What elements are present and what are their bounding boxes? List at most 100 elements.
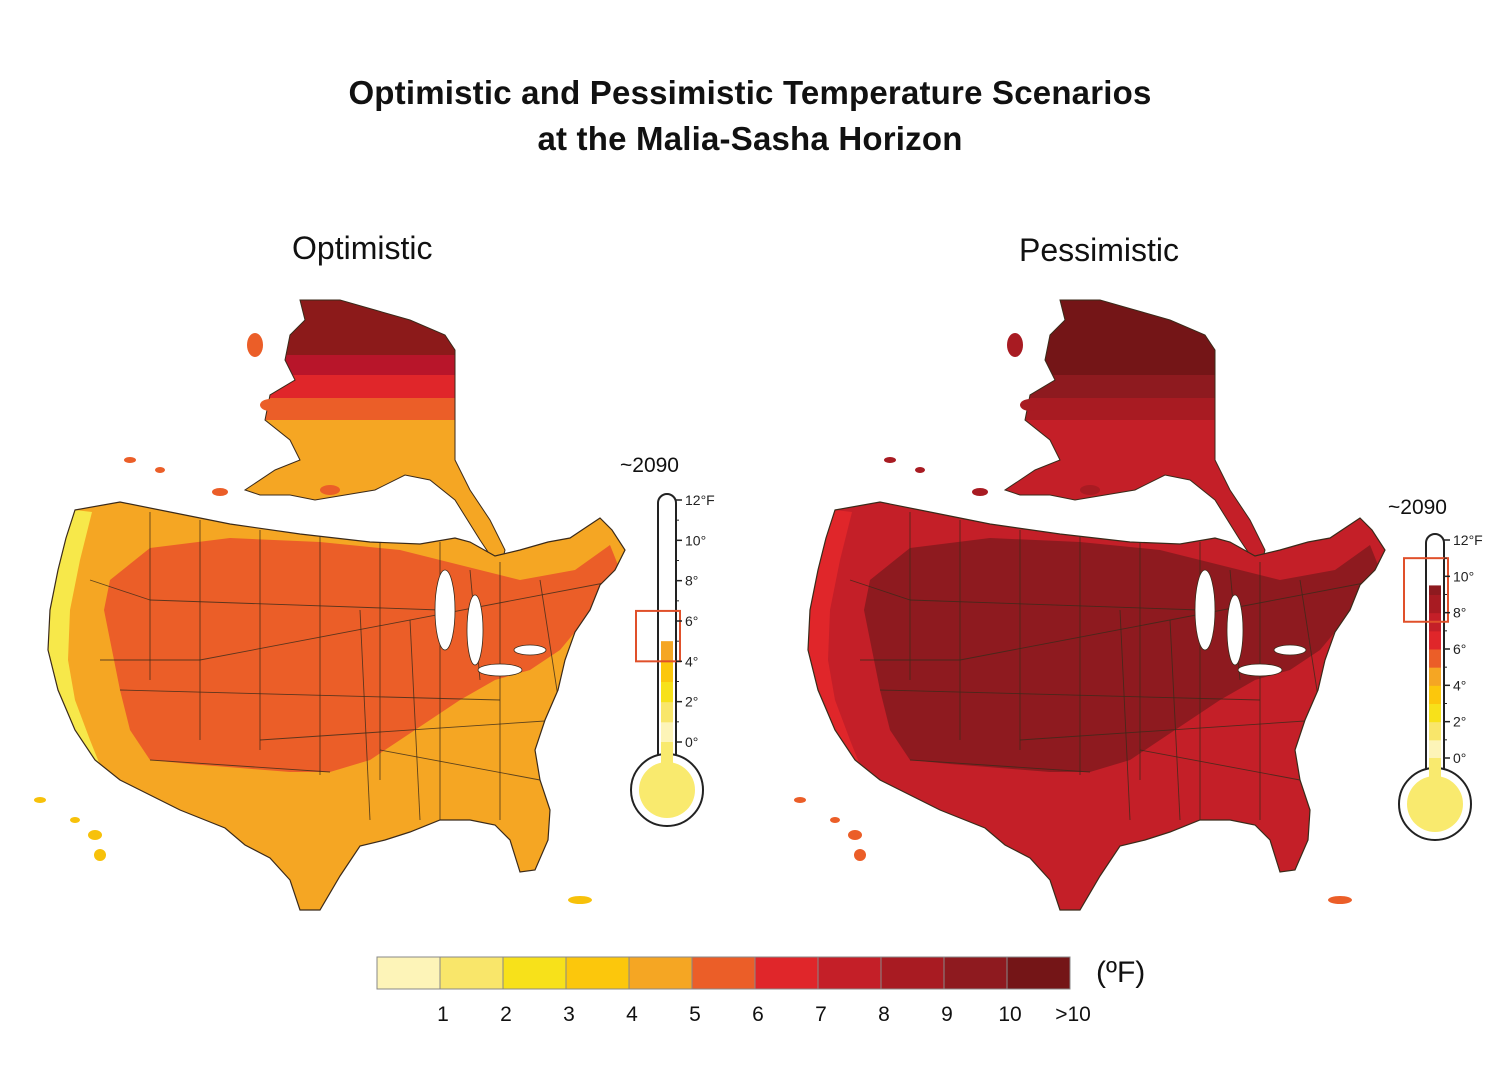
alaska-island — [884, 457, 896, 463]
alaska-island — [1080, 485, 1100, 495]
hawaii-island — [34, 797, 46, 803]
alaska-band-alaska_tip — [1005, 300, 1265, 355]
hawaii-island — [794, 797, 806, 803]
state-border — [1019, 719, 1321, 741]
conus-outline — [807, 501, 1386, 911]
legend-swatch — [754, 956, 819, 990]
legend-swatch — [628, 956, 693, 990]
hawaii-island — [848, 830, 862, 840]
thermometer-fill-segment — [1429, 594, 1441, 614]
thermometer-fill-segment — [1429, 630, 1441, 650]
great-lake — [477, 663, 523, 677]
alaska-outline — [1003, 299, 1266, 572]
legend-tick-label: 7 — [815, 1003, 827, 1026]
thermometer-range-box — [1403, 557, 1449, 623]
thermometer-tick-label: 8° — [1453, 605, 1466, 621]
legend-swatch — [376, 956, 441, 990]
legend-tick-label: 1 — [437, 1003, 449, 1026]
great-lake — [1237, 663, 1283, 677]
conus-west-coast — [808, 510, 860, 765]
thermometer-year-optimistic: ~2090 — [620, 454, 679, 477]
state-border — [909, 599, 1201, 611]
thermometer-year-pessimistic: ~2090 — [1388, 496, 1447, 519]
conus-west-coast — [48, 510, 100, 765]
state-border — [149, 759, 331, 773]
thermometer-fill-segment — [661, 721, 673, 743]
alaska-island — [320, 485, 340, 495]
color-legend — [376, 956, 1071, 990]
state-border — [89, 579, 151, 601]
thermometer-tick-label: 0° — [685, 734, 698, 750]
legend-swatch — [880, 956, 945, 990]
state-border — [149, 599, 441, 611]
title-line-2: at the Malia-Sasha Horizon — [537, 120, 963, 157]
legend-tick-label: 3 — [563, 1003, 575, 1026]
state-border — [849, 579, 911, 601]
thermometer-fill-segment — [1429, 685, 1441, 704]
legend-units: (ºF) — [1096, 956, 1146, 989]
great-lake — [1226, 594, 1244, 666]
thermometer-tick-label: 8° — [685, 573, 698, 589]
legend-swatch — [439, 956, 504, 990]
thermometer-pessimistic: 0° 2° 4° 6° 8° 10° 12°F — [1398, 532, 1483, 841]
legend-tick-label: 4 — [626, 1003, 638, 1026]
thermometer-tick-label: 4° — [685, 653, 698, 669]
thermometer-tick-label: 2° — [1453, 714, 1466, 730]
thermometer-fill-segment — [661, 701, 673, 723]
legend-tick-label: 2 — [500, 1003, 512, 1026]
state-border — [359, 609, 371, 821]
hawaii-island — [88, 830, 102, 840]
thermometer-tick-label: 6° — [1453, 641, 1466, 657]
legend-tick-label: 6 — [752, 1003, 764, 1026]
thermometer-optimistic: 0° 2° 4° 6° 8° 10° 12°F — [630, 492, 715, 827]
legend-tick-label: 9 — [941, 1003, 953, 1026]
title-line-1: Optimistic and Pessimistic Temperature S… — [348, 74, 1152, 111]
great-lake — [434, 569, 456, 651]
thermometer-fill-segment — [661, 641, 673, 662]
panel-label-pessimistic: Pessimistic — [1019, 232, 1180, 268]
thermometer-fill-segment — [661, 681, 673, 703]
state-border — [1299, 579, 1321, 711]
state-border — [879, 689, 1261, 701]
thermometer-tick-label: 4° — [1453, 677, 1466, 693]
state-border — [539, 579, 561, 711]
great-lake — [1194, 569, 1216, 651]
puerto-rico — [568, 896, 592, 904]
great-lake — [1273, 644, 1307, 656]
legend-swatch — [691, 956, 756, 990]
legend-swatch — [817, 956, 882, 990]
alaska-band-alaska_tip — [245, 300, 505, 355]
thermometer-tick-label: 2° — [685, 694, 698, 710]
legend-swatch — [1006, 956, 1071, 990]
state-border — [409, 619, 421, 821]
thermometer-tick-label: 12°F — [685, 492, 715, 508]
alaska-island — [124, 457, 136, 463]
thermometer-fill-segment — [1429, 667, 1441, 686]
alaska-island — [260, 399, 280, 411]
thermometer-range-box — [635, 609, 681, 663]
thermometer-fill-segment — [1429, 721, 1441, 741]
alaska-outline — [243, 299, 506, 572]
map-pessimistic — [794, 299, 1386, 911]
alaska-island — [1020, 399, 1040, 411]
alaska-island — [212, 488, 228, 496]
state-border — [119, 689, 501, 701]
alaska-island — [915, 467, 925, 473]
state-border — [1169, 619, 1181, 821]
legend-tick-label: 8 — [878, 1003, 890, 1026]
chart-title: Optimistic and Pessimistic Temperature S… — [0, 70, 1500, 162]
thermometer-fill-segment — [1429, 585, 1441, 595]
thermometer-fill-segment — [1429, 649, 1441, 668]
thermometer-tick-label: 10° — [1453, 568, 1474, 584]
legend-tick-label: >10 — [1055, 1003, 1091, 1026]
thermometer-tick-label: 12°F — [1453, 532, 1483, 548]
alaska-island — [247, 333, 263, 357]
state-border — [1139, 749, 1301, 781]
state-border — [259, 719, 561, 741]
alaska-island — [972, 488, 988, 496]
thermometer-bulb-fill — [1407, 776, 1463, 832]
legend-tick-label: 10 — [998, 1003, 1022, 1026]
great-lake — [513, 644, 547, 656]
state-border — [1119, 609, 1131, 821]
map-optimistic — [34, 299, 626, 911]
